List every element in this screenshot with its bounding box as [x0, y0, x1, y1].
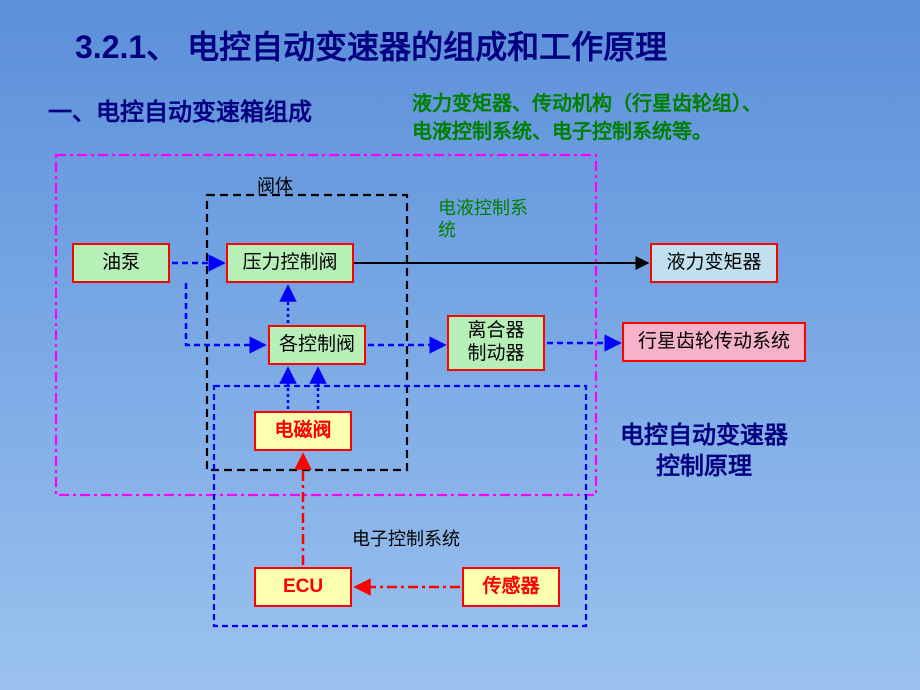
node-solenoid: 电磁阀	[254, 411, 352, 451]
arrow-oil_pump_down	[186, 283, 265, 345]
label-valve-body: 阀体	[257, 172, 293, 198]
label-control-principle: 电控自动变速器控制原理	[620, 420, 788, 482]
node-valves: 各控制阀	[268, 325, 366, 365]
label-electronic-control: 电子控制系统	[352, 525, 460, 551]
node-ecu: ECU	[254, 567, 352, 607]
slide-title: 3.2.1、 电控自动变速器的组成和工作原理	[75, 22, 667, 68]
node-torque: 液力变矩器	[650, 243, 778, 283]
node-oil_pump: 油泵	[72, 243, 170, 283]
node-clutch: 离合器制动器	[447, 315, 545, 371]
node-planetary: 行星齿轮传动系统	[622, 322, 806, 362]
components-list: 液力变矩器、传动机构（行星齿轮组）、电液控制系统、电子控制系统等。	[412, 90, 762, 146]
node-sensor: 传感器	[462, 567, 560, 607]
node-pressure: 压力控制阀	[226, 243, 354, 283]
label-electro-hydraulic: 电液控制系统	[438, 198, 528, 241]
section-heading: 一、电控自动变速箱组成	[48, 92, 312, 127]
